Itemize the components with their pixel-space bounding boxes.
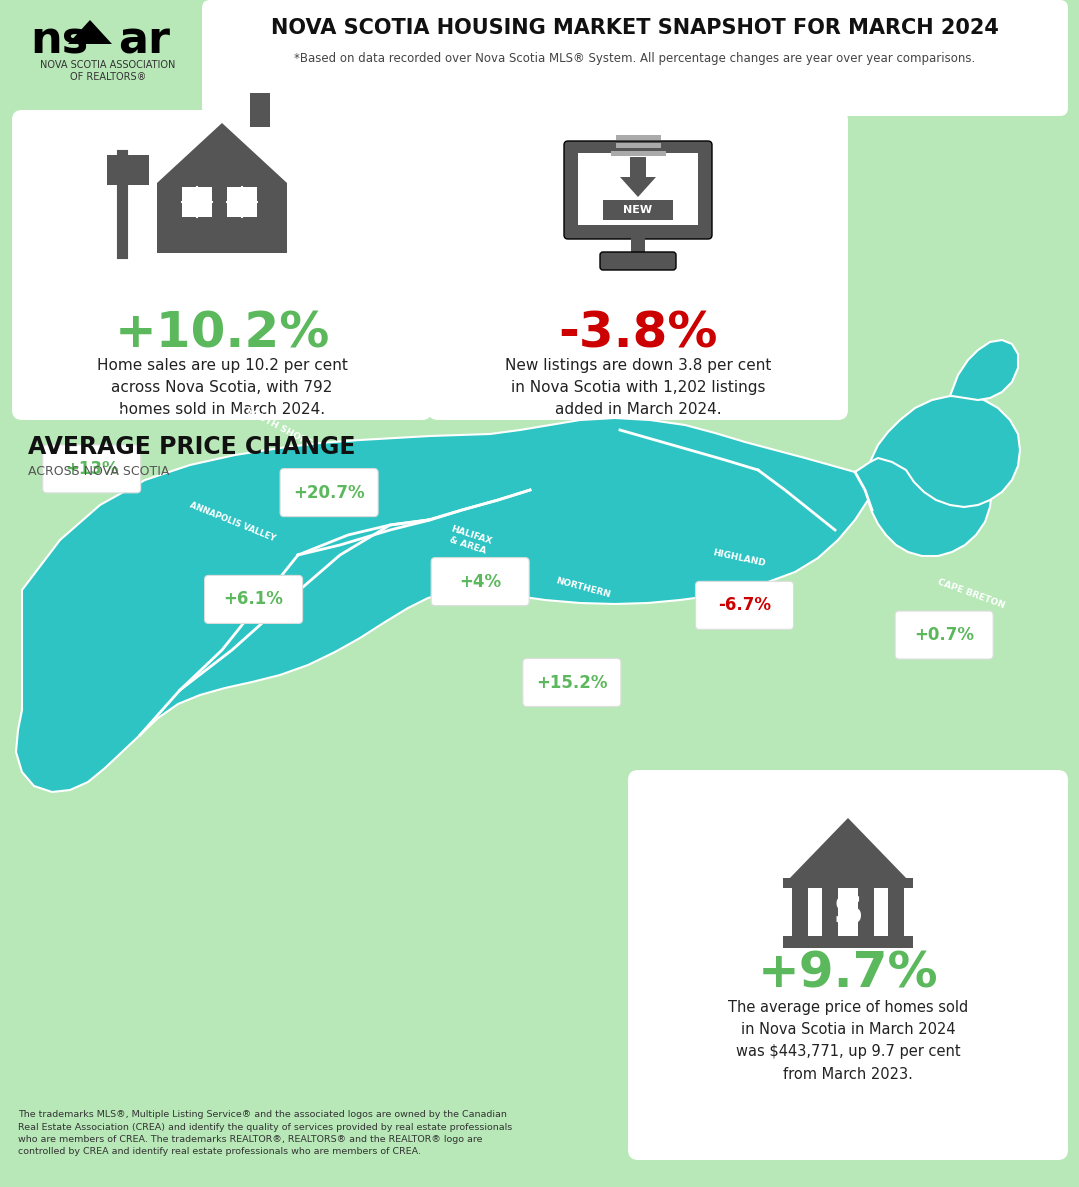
Text: +6.1%: +6.1%: [223, 590, 284, 609]
Bar: [616, 142, 661, 148]
Bar: [250, 93, 270, 127]
Text: +20.7%: +20.7%: [293, 483, 365, 502]
FancyBboxPatch shape: [281, 469, 378, 516]
Text: ar: ar: [118, 20, 170, 63]
Text: $: $: [833, 890, 863, 933]
Text: +4%: +4%: [459, 572, 502, 591]
Bar: [631, 235, 645, 258]
Text: NEW: NEW: [624, 205, 653, 215]
Text: +13%: +13%: [65, 459, 119, 478]
Text: NOVA SCOTIA ASSOCIATION
OF REALTORS®: NOVA SCOTIA ASSOCIATION OF REALTORS®: [40, 61, 176, 82]
Bar: [611, 151, 666, 155]
Bar: [616, 135, 661, 140]
Polygon shape: [68, 20, 112, 44]
Text: New listings are down 3.8 per cent
in Nova Scotia with 1,202 listings
added in M: New listings are down 3.8 per cent in No…: [505, 358, 771, 418]
Text: HIGHLAND: HIGHLAND: [712, 548, 766, 567]
Text: The trademarks MLS®, Multiple Listing Service® and the associated logos are owne: The trademarks MLS®, Multiple Listing Se…: [18, 1110, 513, 1156]
Text: NOVA SCOTIA HOUSING MARKET SNAPSHOT FOR MARCH 2024: NOVA SCOTIA HOUSING MARKET SNAPSHOT FOR …: [271, 18, 999, 38]
Polygon shape: [16, 418, 992, 792]
Bar: [792, 880, 808, 938]
Polygon shape: [950, 339, 1017, 400]
Text: +10.2%: +10.2%: [114, 310, 330, 358]
Polygon shape: [620, 157, 656, 197]
Text: +0.7%: +0.7%: [914, 626, 974, 645]
FancyBboxPatch shape: [696, 582, 793, 629]
FancyBboxPatch shape: [43, 445, 140, 493]
FancyBboxPatch shape: [600, 252, 677, 269]
Bar: [603, 199, 673, 220]
Bar: [783, 937, 913, 948]
Text: ACROSS NOVA SCOTIA: ACROSS NOVA SCOTIA: [28, 465, 169, 478]
Text: ns: ns: [30, 20, 88, 63]
Text: -6.7%: -6.7%: [718, 596, 771, 615]
FancyBboxPatch shape: [428, 110, 848, 420]
Text: YARMOUTH: YARMOUTH: [76, 386, 129, 421]
Text: Home sales are up 10.2 per cent
across Nova Scotia, with 792
homes sold in March: Home sales are up 10.2 per cent across N…: [96, 358, 347, 418]
FancyBboxPatch shape: [432, 558, 529, 605]
Bar: [783, 878, 913, 888]
Polygon shape: [788, 818, 909, 880]
Text: NORTHERN: NORTHERN: [555, 576, 611, 599]
FancyBboxPatch shape: [12, 110, 432, 420]
Bar: [158, 183, 287, 253]
Text: CAPE BRETON: CAPE BRETON: [937, 577, 1006, 610]
FancyBboxPatch shape: [202, 0, 1068, 116]
FancyBboxPatch shape: [523, 659, 620, 706]
Bar: [822, 880, 838, 938]
Bar: [578, 153, 698, 226]
Bar: [107, 155, 149, 185]
Text: SOUTH SHORE: SOUTH SHORE: [244, 406, 313, 449]
Polygon shape: [158, 123, 287, 183]
Bar: [182, 188, 211, 217]
Text: The average price of homes sold
in Nova Scotia in March 2024
was $443,771, up 9.: The average price of homes sold in Nova …: [728, 999, 968, 1081]
FancyBboxPatch shape: [896, 611, 993, 659]
FancyBboxPatch shape: [564, 141, 712, 239]
FancyBboxPatch shape: [205, 576, 302, 623]
Polygon shape: [870, 396, 1020, 507]
Bar: [858, 880, 874, 938]
Text: +15.2%: +15.2%: [536, 673, 607, 692]
Text: ANNAPOLIS VALLEY: ANNAPOLIS VALLEY: [188, 501, 276, 544]
Text: *Based on data recorded over Nova Scotia MLS® System. All percentage changes are: *Based on data recorded over Nova Scotia…: [295, 52, 975, 65]
Bar: [227, 188, 257, 217]
FancyBboxPatch shape: [628, 770, 1068, 1160]
Text: HALIFAX
& AREA: HALIFAX & AREA: [446, 525, 493, 556]
Text: +9.7%: +9.7%: [757, 950, 939, 998]
Bar: [888, 880, 904, 938]
Text: -3.8%: -3.8%: [558, 310, 718, 358]
Text: AVERAGE PRICE CHANGE: AVERAGE PRICE CHANGE: [28, 434, 355, 459]
